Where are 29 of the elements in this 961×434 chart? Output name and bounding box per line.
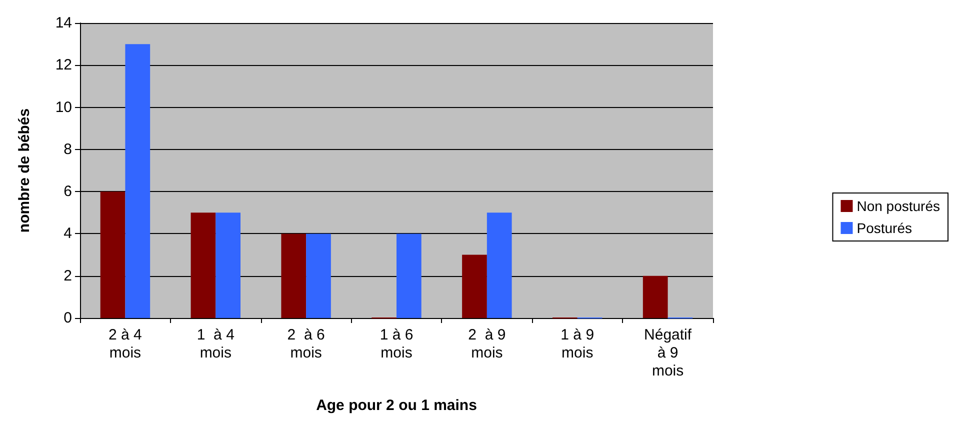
y-tick-label: 12: [55, 56, 72, 74]
y-axis-title: nombre de bébés: [16, 108, 33, 233]
legend-label: Posturés: [856, 220, 912, 236]
x-tick-label: 2 à 6 mois: [287, 326, 325, 362]
x-tick-label: 2 à 4 mois: [108, 326, 142, 362]
bar: [281, 234, 306, 318]
y-tick-label: 4: [64, 225, 72, 242]
y-tick-label: 6: [64, 183, 72, 200]
x-tick-label: 1 à 6 mois: [380, 326, 414, 362]
x-tick-label: 2 à 9 mois: [468, 326, 506, 362]
x-axis-title: Age pour 2 ou 1 mains: [316, 397, 477, 414]
y-tick-label: 0: [64, 310, 72, 326]
x-tick-label: 1 à 4 mois: [196, 326, 234, 362]
bar: [125, 44, 150, 318]
bar: [216, 212, 241, 318]
bar: [642, 276, 668, 318]
bar: [306, 234, 331, 318]
legend-label: Non posturés: [856, 198, 940, 214]
y-tick-label: 2: [64, 267, 72, 284]
y-tick-label: 14: [55, 14, 72, 32]
y-tick-label: 8: [64, 140, 72, 158]
bar: [396, 234, 422, 318]
bar: [462, 254, 487, 318]
y-tick-label: 10: [55, 98, 72, 116]
bar: [190, 212, 216, 318]
bar: [100, 192, 126, 318]
x-tick-label: 1 à 9 mois: [560, 326, 594, 362]
x-tick-label: Négatif à 9 mois: [644, 326, 692, 380]
bar: [486, 212, 512, 318]
